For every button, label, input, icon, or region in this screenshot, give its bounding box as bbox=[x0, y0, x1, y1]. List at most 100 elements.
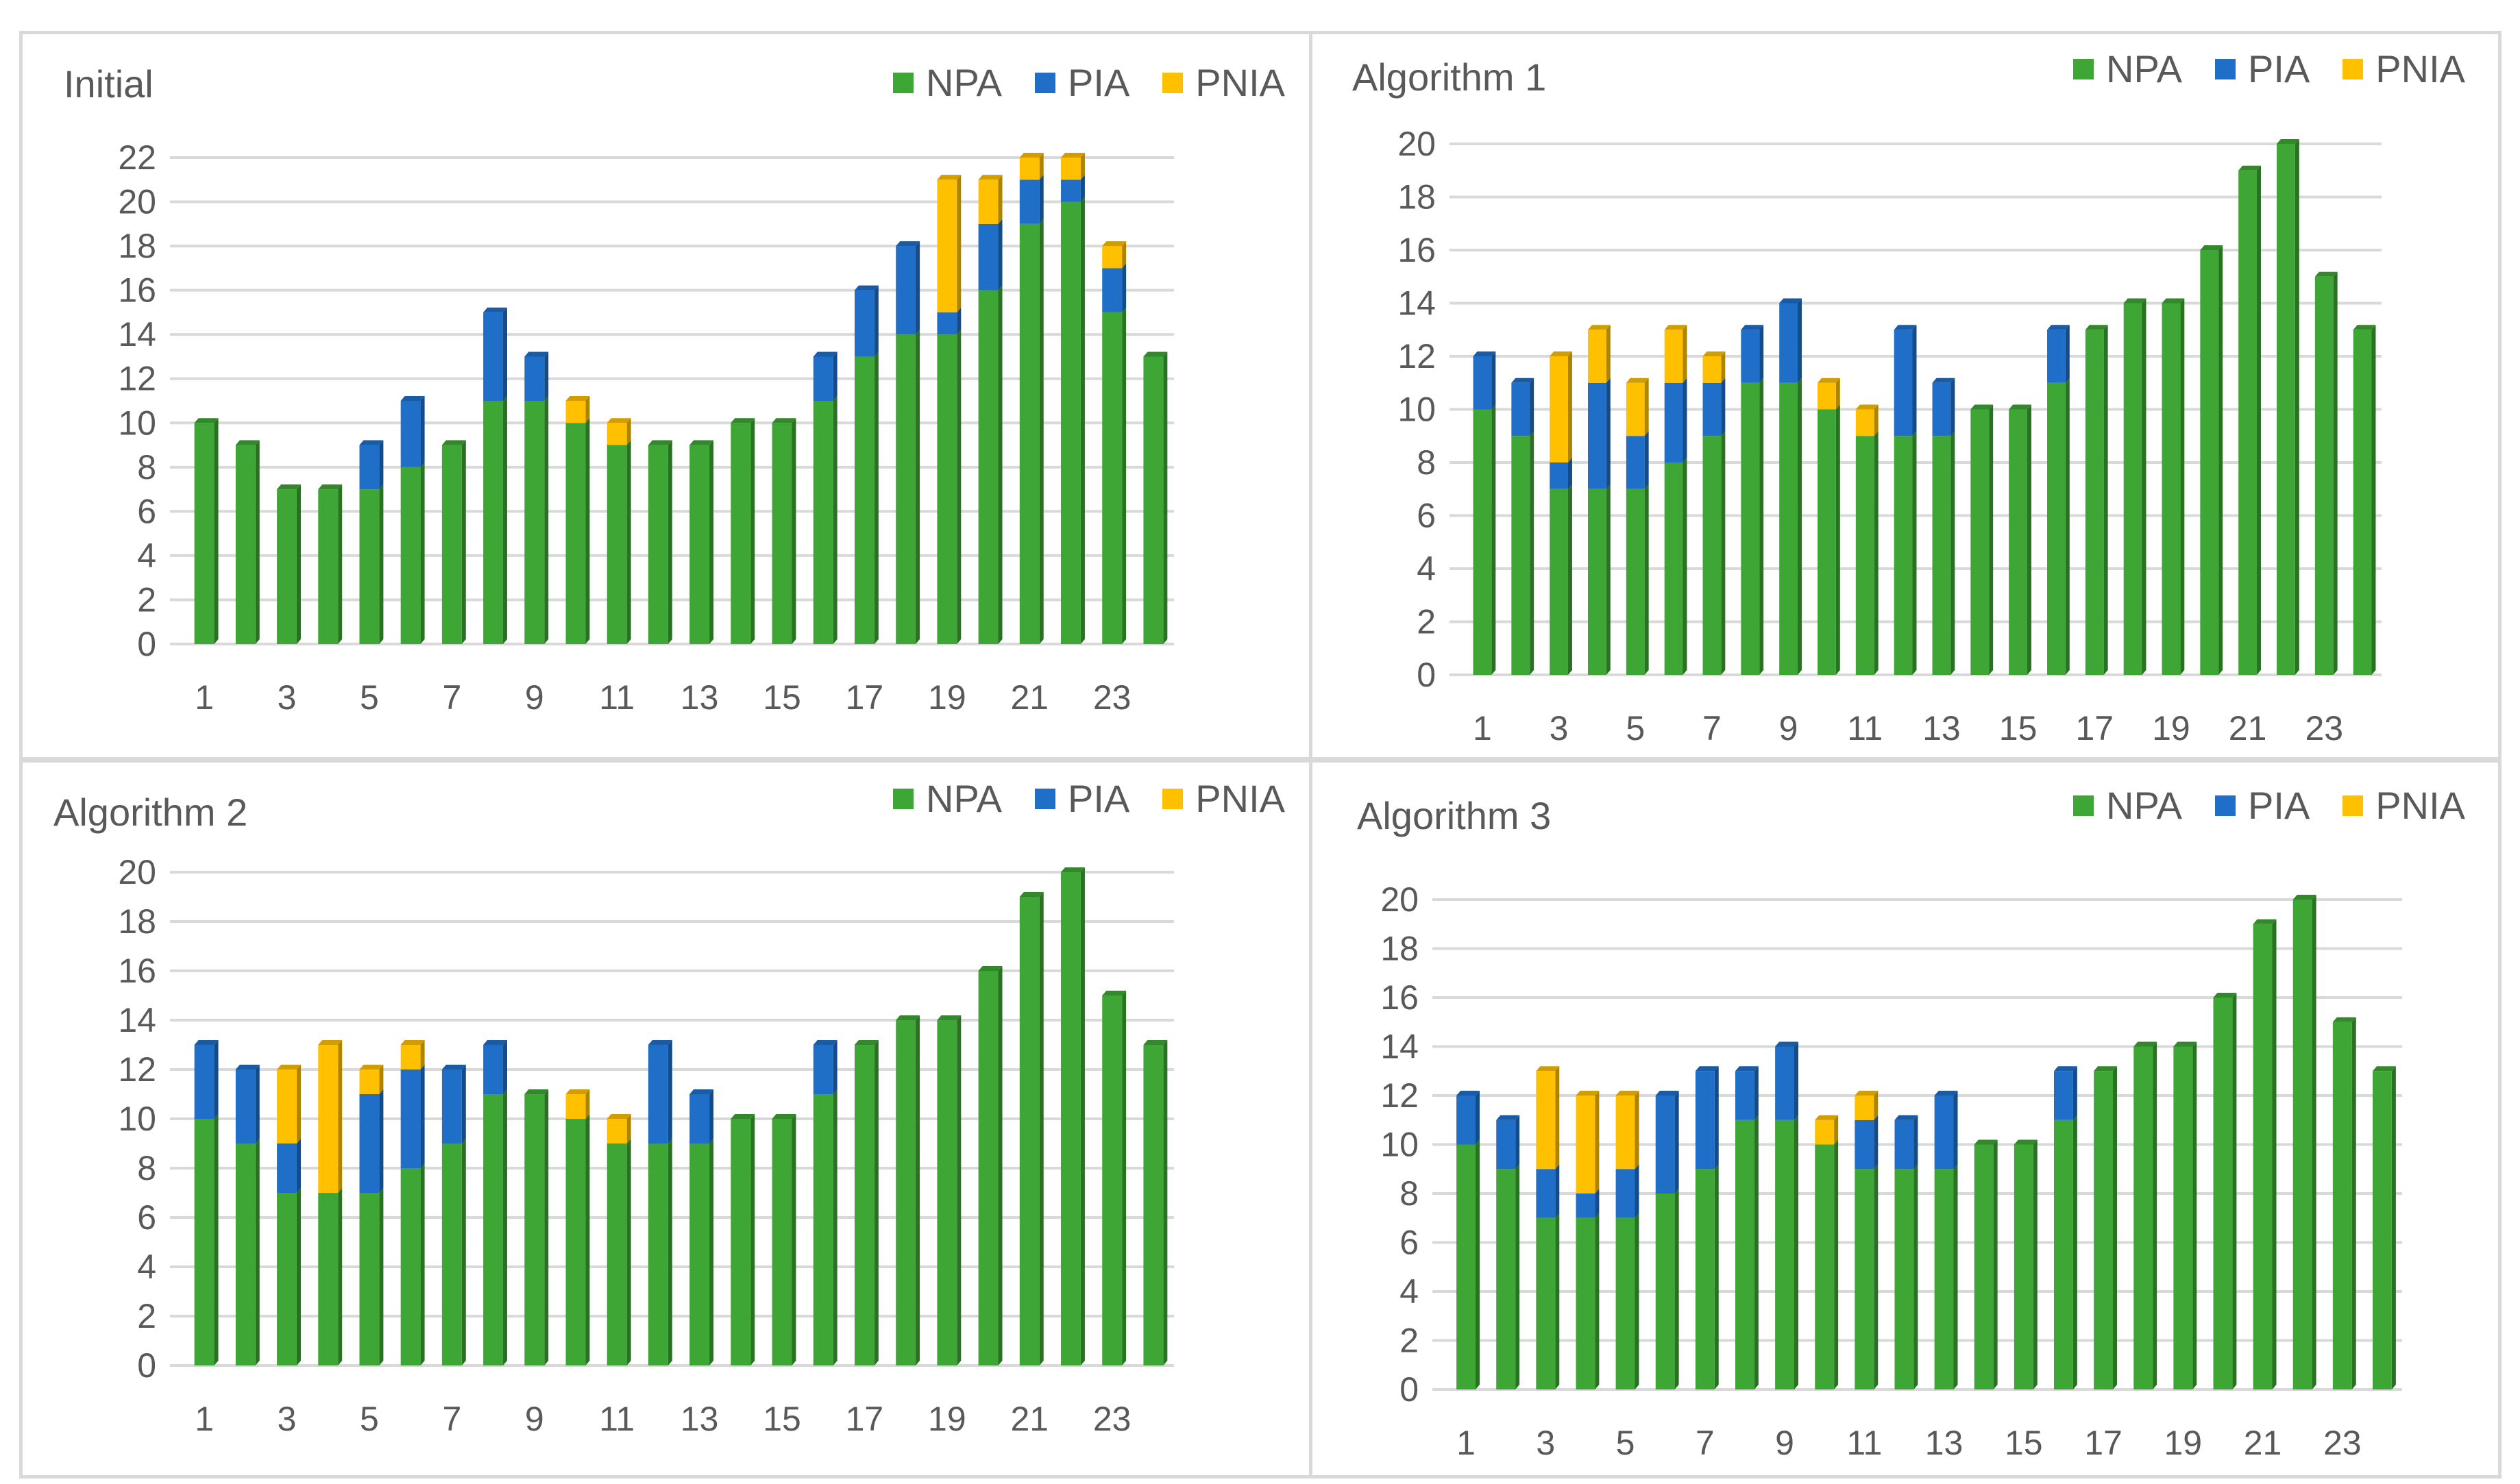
y-tick-label: 20 bbox=[118, 183, 156, 221]
x-tick-label: 23 bbox=[1093, 1400, 1131, 1438]
bar-segment-pia bbox=[277, 1143, 297, 1193]
bar-segment-npa bbox=[1974, 1144, 1994, 1389]
bar-segment-pnia bbox=[1855, 409, 1874, 436]
bar-side-pia bbox=[379, 1089, 384, 1193]
legend-item-npa: NPA bbox=[893, 60, 1002, 105]
x-tick-label: 11 bbox=[599, 678, 635, 717]
bar-segment-pia bbox=[359, 1094, 380, 1193]
legend-swatch-pia bbox=[2215, 58, 2236, 79]
chart-panel-initial: Initial NPA PIA PNIA 0 2 4 6 8 10 12 14 16 18 20 22… bbox=[19, 31, 1321, 760]
bar-side-pia bbox=[1721, 378, 1726, 436]
x-tick-label: 21 bbox=[1010, 678, 1049, 717]
bar-side-npa bbox=[2027, 404, 2031, 675]
bar-side-pia bbox=[1039, 175, 1044, 224]
bar-top-cap bbox=[1102, 991, 1127, 995]
bar-segment-pnia bbox=[1702, 356, 1722, 383]
bar-segment-pnia bbox=[1664, 330, 1683, 383]
bar-segment-npa bbox=[1664, 462, 1683, 675]
bar-top-cap bbox=[896, 241, 920, 247]
bar-segment-pnia bbox=[1588, 330, 1606, 383]
bar-segment-npa bbox=[2238, 170, 2257, 675]
bar-side-npa bbox=[503, 396, 508, 644]
bar-segment-npa bbox=[483, 1094, 504, 1365]
bar-top-cap bbox=[2253, 919, 2277, 924]
bar-segment-npa bbox=[1511, 436, 1530, 675]
bar-segment-npa bbox=[648, 1143, 668, 1365]
bar-side-pnia bbox=[1039, 153, 1044, 180]
y-tick-label: 12 bbox=[118, 1050, 156, 1089]
bar-side-npa bbox=[2232, 993, 2237, 1389]
bar-segment-npa bbox=[772, 1119, 792, 1365]
bar-top-cap bbox=[2123, 298, 2146, 304]
bar-side-npa bbox=[544, 1089, 549, 1365]
bar-side-npa bbox=[1122, 991, 1127, 1365]
bar-top-cap bbox=[772, 1114, 796, 1119]
bar-side-pia bbox=[1797, 298, 1802, 383]
bar-segment-pia bbox=[1588, 382, 1606, 489]
bar-top-cap bbox=[731, 418, 755, 423]
bar-segment-npa bbox=[565, 423, 586, 644]
x-tick-label: 7 bbox=[442, 678, 461, 717]
bar-top-cap bbox=[359, 1065, 384, 1069]
bar-top-cap bbox=[1894, 325, 1917, 330]
bar-top-cap bbox=[2314, 271, 2338, 277]
bar-side-npa bbox=[214, 418, 219, 644]
bar-top-cap bbox=[2014, 1139, 2038, 1145]
legend-label-npa: NPA bbox=[2106, 784, 2183, 827]
bar-segment-pnia bbox=[978, 180, 999, 224]
bar-top-cap bbox=[2372, 1066, 2396, 1072]
legend-item-npa: NPA bbox=[2073, 783, 2182, 828]
y-tick-label: 0 bbox=[137, 625, 156, 663]
legend-item-pnia: PNIA bbox=[1162, 60, 1285, 105]
bar-segment-pia bbox=[813, 1045, 833, 1094]
bar-segment-npa bbox=[483, 401, 504, 644]
bar-segment-pia bbox=[1779, 303, 1798, 383]
bar-side-pia bbox=[1912, 325, 1917, 436]
x-tick-label: 19 bbox=[928, 678, 966, 717]
y-tick-label: 10 bbox=[118, 404, 156, 442]
bar-top-cap bbox=[1588, 325, 1611, 330]
x-tick-label: 5 bbox=[1616, 1424, 1635, 1462]
bar-segment-pia bbox=[1456, 1096, 1476, 1145]
bar-side-npa bbox=[1476, 1139, 1480, 1389]
bar-segment-pia bbox=[1735, 1071, 1754, 1120]
bar-top-cap bbox=[1626, 378, 1649, 383]
x-tick-label: 3 bbox=[1550, 709, 1569, 747]
bar-top-cap bbox=[1019, 892, 1044, 897]
bar-segment-npa bbox=[1970, 409, 1990, 675]
bar-side-npa bbox=[1491, 404, 1496, 675]
bar-segment-pia bbox=[1626, 436, 1645, 489]
x-tick-label: 21 bbox=[2244, 1424, 2282, 1462]
bar-side-npa bbox=[2103, 325, 2108, 675]
bar-top-cap bbox=[1061, 867, 1085, 872]
x-tick-label: 7 bbox=[1702, 709, 1722, 747]
bar-side-npa bbox=[1834, 1139, 1839, 1389]
bar-top-cap bbox=[1855, 404, 1879, 410]
bar-segment-npa bbox=[318, 489, 339, 644]
bar-top-cap bbox=[483, 1040, 508, 1045]
bar-segment-npa bbox=[1061, 872, 1081, 1365]
bar-side-pia bbox=[668, 1040, 672, 1143]
bar-segment-pia bbox=[1473, 356, 1492, 410]
bar-segment-pia bbox=[1894, 1120, 1914, 1170]
bar-segment-npa bbox=[1894, 1169, 1914, 1389]
legend-item-pnia: PNIA bbox=[2342, 783, 2465, 828]
bar-segment-pnia bbox=[1061, 158, 1081, 180]
bar-side-npa bbox=[338, 1188, 343, 1365]
legend-swatch-pnia bbox=[1162, 788, 1184, 809]
legend-swatch-npa bbox=[2073, 58, 2094, 79]
bar-segment-pia bbox=[1695, 1071, 1715, 1170]
bar-side-npa bbox=[1635, 1213, 1639, 1389]
legend-label-pia: PIA bbox=[1068, 777, 1130, 820]
bar-side-npa bbox=[1794, 1115, 1799, 1389]
bar-segment-npa bbox=[1815, 1144, 1835, 1389]
bar-segment-npa bbox=[2014, 1144, 2033, 1389]
x-tick-label: 3 bbox=[1536, 1424, 1555, 1462]
bar-side-pia bbox=[2072, 1066, 2077, 1120]
y-tick-label: 8 bbox=[1399, 1174, 1419, 1213]
bar-top-cap bbox=[400, 396, 425, 401]
bar-segment-npa bbox=[2200, 250, 2219, 675]
bar-top-cap bbox=[2085, 325, 2108, 330]
bar-side-npa bbox=[668, 440, 672, 644]
y-tick-label: 18 bbox=[1380, 930, 1419, 968]
